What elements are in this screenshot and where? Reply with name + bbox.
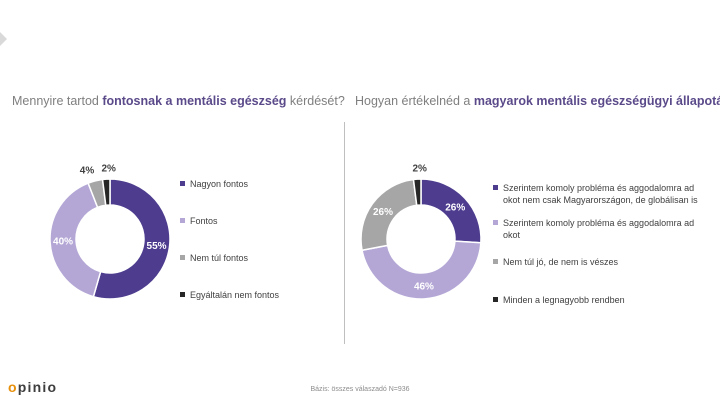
legend1-item-1: Fontos bbox=[180, 215, 218, 227]
legend2-item-0: Szerintem komoly probléma és aggodalomra… bbox=[493, 182, 698, 206]
legend2-swatch-2 bbox=[493, 259, 498, 264]
legend2-swatch-1 bbox=[493, 220, 498, 225]
donut-chart-state-svg: 26% 46% 26% 2% bbox=[360, 164, 482, 300]
question-2-title: Hogyan értékelnéd a magyarok mentális eg… bbox=[355, 94, 720, 108]
donut1-label-0: 55% bbox=[147, 241, 167, 252]
donut2-label-2: 26% bbox=[373, 207, 393, 218]
question-2-bold: magyarok mentális egészségügyi állapotát… bbox=[473, 94, 720, 108]
donut1-label-3: 2% bbox=[101, 164, 116, 175]
vertical-divider bbox=[344, 122, 345, 344]
donut1-slice-3 bbox=[101, 178, 111, 207]
legend1-item-3: Egyáltalán nem fontos bbox=[180, 289, 279, 301]
question-1-title: Mennyire tartod fontosnak a mentális egé… bbox=[12, 94, 345, 108]
question-2-pre: Hogyan értékelnéd a bbox=[355, 94, 474, 108]
legend1-swatch-1 bbox=[180, 218, 185, 223]
legend2-item-3: Minden a legnagyobb rendben bbox=[493, 294, 625, 306]
legend2-label-0: Szerintem komoly probléma és aggodalomra… bbox=[503, 183, 698, 205]
legend1-item-0: Nagyon fontos bbox=[180, 178, 248, 190]
legend2-swatch-3 bbox=[493, 297, 498, 302]
donut2-slice-1 bbox=[361, 240, 482, 300]
opinio-logo: opinio bbox=[8, 379, 58, 395]
question-1-post: kérdését? bbox=[286, 94, 345, 108]
legend2-swatch-0 bbox=[493, 185, 498, 190]
legend1-swatch-2 bbox=[180, 255, 185, 260]
legend1-item-2: Nem túl fontos bbox=[180, 252, 248, 264]
donut2-label-0: 26% bbox=[445, 202, 465, 213]
legend1-label-3: Egyáltalán nem fontos bbox=[190, 290, 280, 300]
legend1-swatch-0 bbox=[180, 181, 185, 186]
donut1-label-2: 4% bbox=[80, 166, 95, 177]
donut-chart-importance: 55% 40% 4% 2% bbox=[0, 150, 340, 340]
donut1-slice-0 bbox=[92, 178, 171, 300]
donut2-slice-3 bbox=[412, 178, 422, 207]
legend2-label-2: Nem túl jó, de nem is vészes bbox=[503, 257, 619, 267]
legend2-label-3: Minden a legnagyobb rendben bbox=[503, 295, 625, 305]
legend1-swatch-3 bbox=[180, 292, 185, 297]
donut1-label-1: 40% bbox=[53, 237, 73, 248]
donut1-slice-1 bbox=[49, 182, 102, 298]
legend2-item-1: Szerintem komoly probléma és aggodalomra… bbox=[493, 217, 694, 241]
donut2-label-3: 2% bbox=[412, 164, 427, 175]
legend1-label-0: Nagyon fontos bbox=[190, 179, 249, 189]
legend2-item-2: Nem túl jó, de nem is vészes bbox=[493, 256, 618, 268]
donut-chart-state: 26% 46% 26% 2% bbox=[350, 150, 690, 340]
donut-chart-importance-svg: 55% 40% 4% 2% bbox=[49, 164, 171, 300]
legend1-label-1: Fontos bbox=[190, 216, 218, 226]
question-1-bold: fontosnak a mentális egészség bbox=[102, 94, 287, 108]
base-footnote: Bázis: összes válaszadó N=936 bbox=[310, 386, 410, 393]
donut2-label-1: 46% bbox=[414, 281, 434, 292]
legend2-label-1: Szerintem komoly probléma és aggodalomra… bbox=[503, 218, 695, 240]
question-1-pre: Mennyire tartod bbox=[12, 94, 103, 108]
legend1-label-2: Nem túl fontos bbox=[190, 253, 249, 263]
slide-corner-marker bbox=[0, 32, 7, 46]
